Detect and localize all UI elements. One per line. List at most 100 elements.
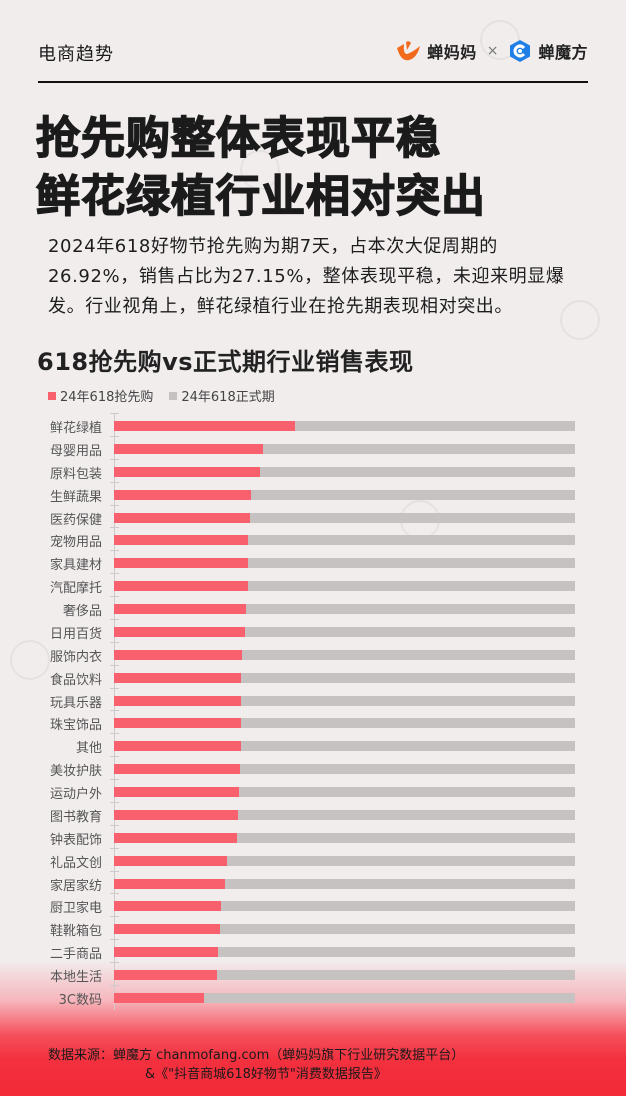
axis-tick: [110, 962, 119, 964]
bar-presale-period: [114, 993, 204, 1003]
category-label: 玩具乐器: [49, 695, 102, 711]
chart-row: 原料包装: [0, 458, 626, 483]
category-label: 日用百货: [49, 626, 102, 642]
category-label: 服饰内衣: [49, 649, 102, 665]
brand-separator: ×: [486, 43, 499, 59]
bar-official-period: [114, 443, 575, 454]
bar-official-period: [114, 512, 575, 523]
category-label: 运动户外: [49, 787, 102, 803]
bar-official-period: [114, 764, 575, 775]
category-label: 医药保健: [49, 512, 102, 528]
watermark-icon: [480, 20, 520, 60]
headline-line-1: 抢先购整体表现平稳: [35, 112, 441, 164]
watermark-icon: [240, 150, 280, 190]
category-label: 汽配摩托: [49, 581, 102, 597]
bar-official-period: [114, 695, 575, 706]
bar-official-period: [114, 649, 575, 660]
bar-presale-period: [114, 466, 261, 477]
bar-official-period: [114, 581, 575, 592]
bar-official-period: [114, 421, 575, 431]
axis-tick: [110, 779, 119, 781]
bar-official-period: [114, 924, 575, 935]
bar-official-period: [114, 832, 575, 843]
axis-tick: [110, 756, 119, 758]
category-label: 本地生活: [49, 970, 102, 986]
legend-swatch-red: [48, 391, 56, 400]
chart-row: 鞋靴箱包: [0, 916, 626, 940]
bar-official-period: [114, 718, 575, 729]
axis-tick: [110, 596, 119, 598]
bar-presale-period: [114, 558, 249, 569]
chart-row: 家居家纺: [0, 870, 626, 895]
axis-tick: [110, 550, 119, 552]
bar-presale-period: [114, 855, 227, 866]
bar-official-period: [114, 787, 575, 798]
legend-item-presale: 24年618抢先购: [48, 386, 153, 405]
legend-label: 24年618抢先购: [60, 390, 154, 405]
bar-presale-period: [114, 901, 221, 912]
axis-tick: [110, 985, 119, 986]
category-label: 食品饮料: [49, 672, 102, 688]
category-label: 鞋靴箱包: [49, 924, 102, 940]
chart-row: 奢侈品: [0, 596, 626, 620]
chart-title: 618抢先购vs正式期行业销售表现: [37, 348, 414, 376]
bar-presale-period: [114, 924, 221, 935]
axis-tick: [110, 504, 119, 506]
brand-chanmofang: 蝉魔方: [538, 43, 588, 62]
axis-tick: [110, 618, 119, 620]
category-label: 家居家纺: [49, 878, 102, 894]
category-label: 其他: [75, 741, 102, 757]
bar-official-period: [114, 672, 575, 683]
brand-chanmama: 蝉妈妈: [427, 43, 477, 62]
header: 电商趋势 蝉妈妈 × 蝉魔方: [38, 36, 588, 80]
header-divider: [38, 81, 588, 83]
axis-tick: [110, 573, 119, 575]
watermark-icon: [10, 640, 50, 680]
category-label: 礼品文创: [49, 855, 102, 871]
chart-row: 钟表配饰: [0, 824, 626, 849]
chart-legend: 24年618抢先购 24年618正式期: [48, 386, 275, 405]
bar-official-period: [114, 809, 575, 820]
bar-presale-period: [114, 695, 241, 706]
bar-official-period: [114, 466, 575, 477]
category-label: 钟表配饰: [49, 832, 102, 848]
axis-tick: [110, 687, 119, 689]
bar-presale-period: [114, 947, 219, 958]
axis-tick: [110, 801, 119, 803]
bar-presale-period: [114, 718, 241, 729]
category-label: 图书教育: [49, 809, 102, 825]
bar-presale-period: [114, 421, 296, 431]
category-label: 奢侈品: [62, 604, 102, 620]
chart-row: 生鲜蔬果: [0, 481, 626, 506]
axis-tick: [110, 664, 119, 666]
bar-official-period: [114, 878, 575, 889]
bar-official-period: [114, 604, 575, 615]
bar-presale-period: [114, 672, 242, 683]
bar-presale-period: [114, 809, 238, 820]
section-title: 电商趋势: [38, 44, 114, 65]
bar-official-period: [114, 901, 575, 912]
chart-row: 二手商品: [0, 939, 626, 963]
category-label: 厨卫家电: [49, 901, 102, 917]
chart-row: 3C数码: [0, 985, 626, 1009]
bar-official-period: [114, 993, 575, 1003]
bar-official-period: [114, 947, 575, 958]
chart-row: 汽配摩托: [0, 573, 626, 597]
axis-tick: [110, 458, 119, 460]
bar-presale-period: [114, 604, 246, 615]
category-label: 母婴用品: [49, 443, 102, 459]
bar-official-period: [114, 489, 575, 500]
chart-row: 医药保健: [0, 504, 626, 529]
bar-presale-period: [114, 535, 249, 546]
bar-presale-period: [114, 787, 239, 798]
chart-row: 母婴用品: [0, 435, 626, 460]
chanmofang-logo-icon: [510, 40, 531, 62]
axis-tick: [110, 413, 119, 414]
bar-chart: 鲜花绿植 母婴用品 原料包装 生鲜蔬果 医药保健 宠物用品 家具建材 汽配摩托 奢侈品 日用百货服…: [0, 413, 626, 1014]
chart-row: 图书教育: [0, 801, 626, 826]
axis-tick: [110, 710, 119, 712]
headline-line-2: 鲜花绿植行业相对突出: [35, 170, 486, 222]
chart-row: 日用百货: [0, 618, 626, 643]
chanmama-logo-icon: [397, 41, 421, 61]
bar-presale-period: [114, 489, 251, 500]
